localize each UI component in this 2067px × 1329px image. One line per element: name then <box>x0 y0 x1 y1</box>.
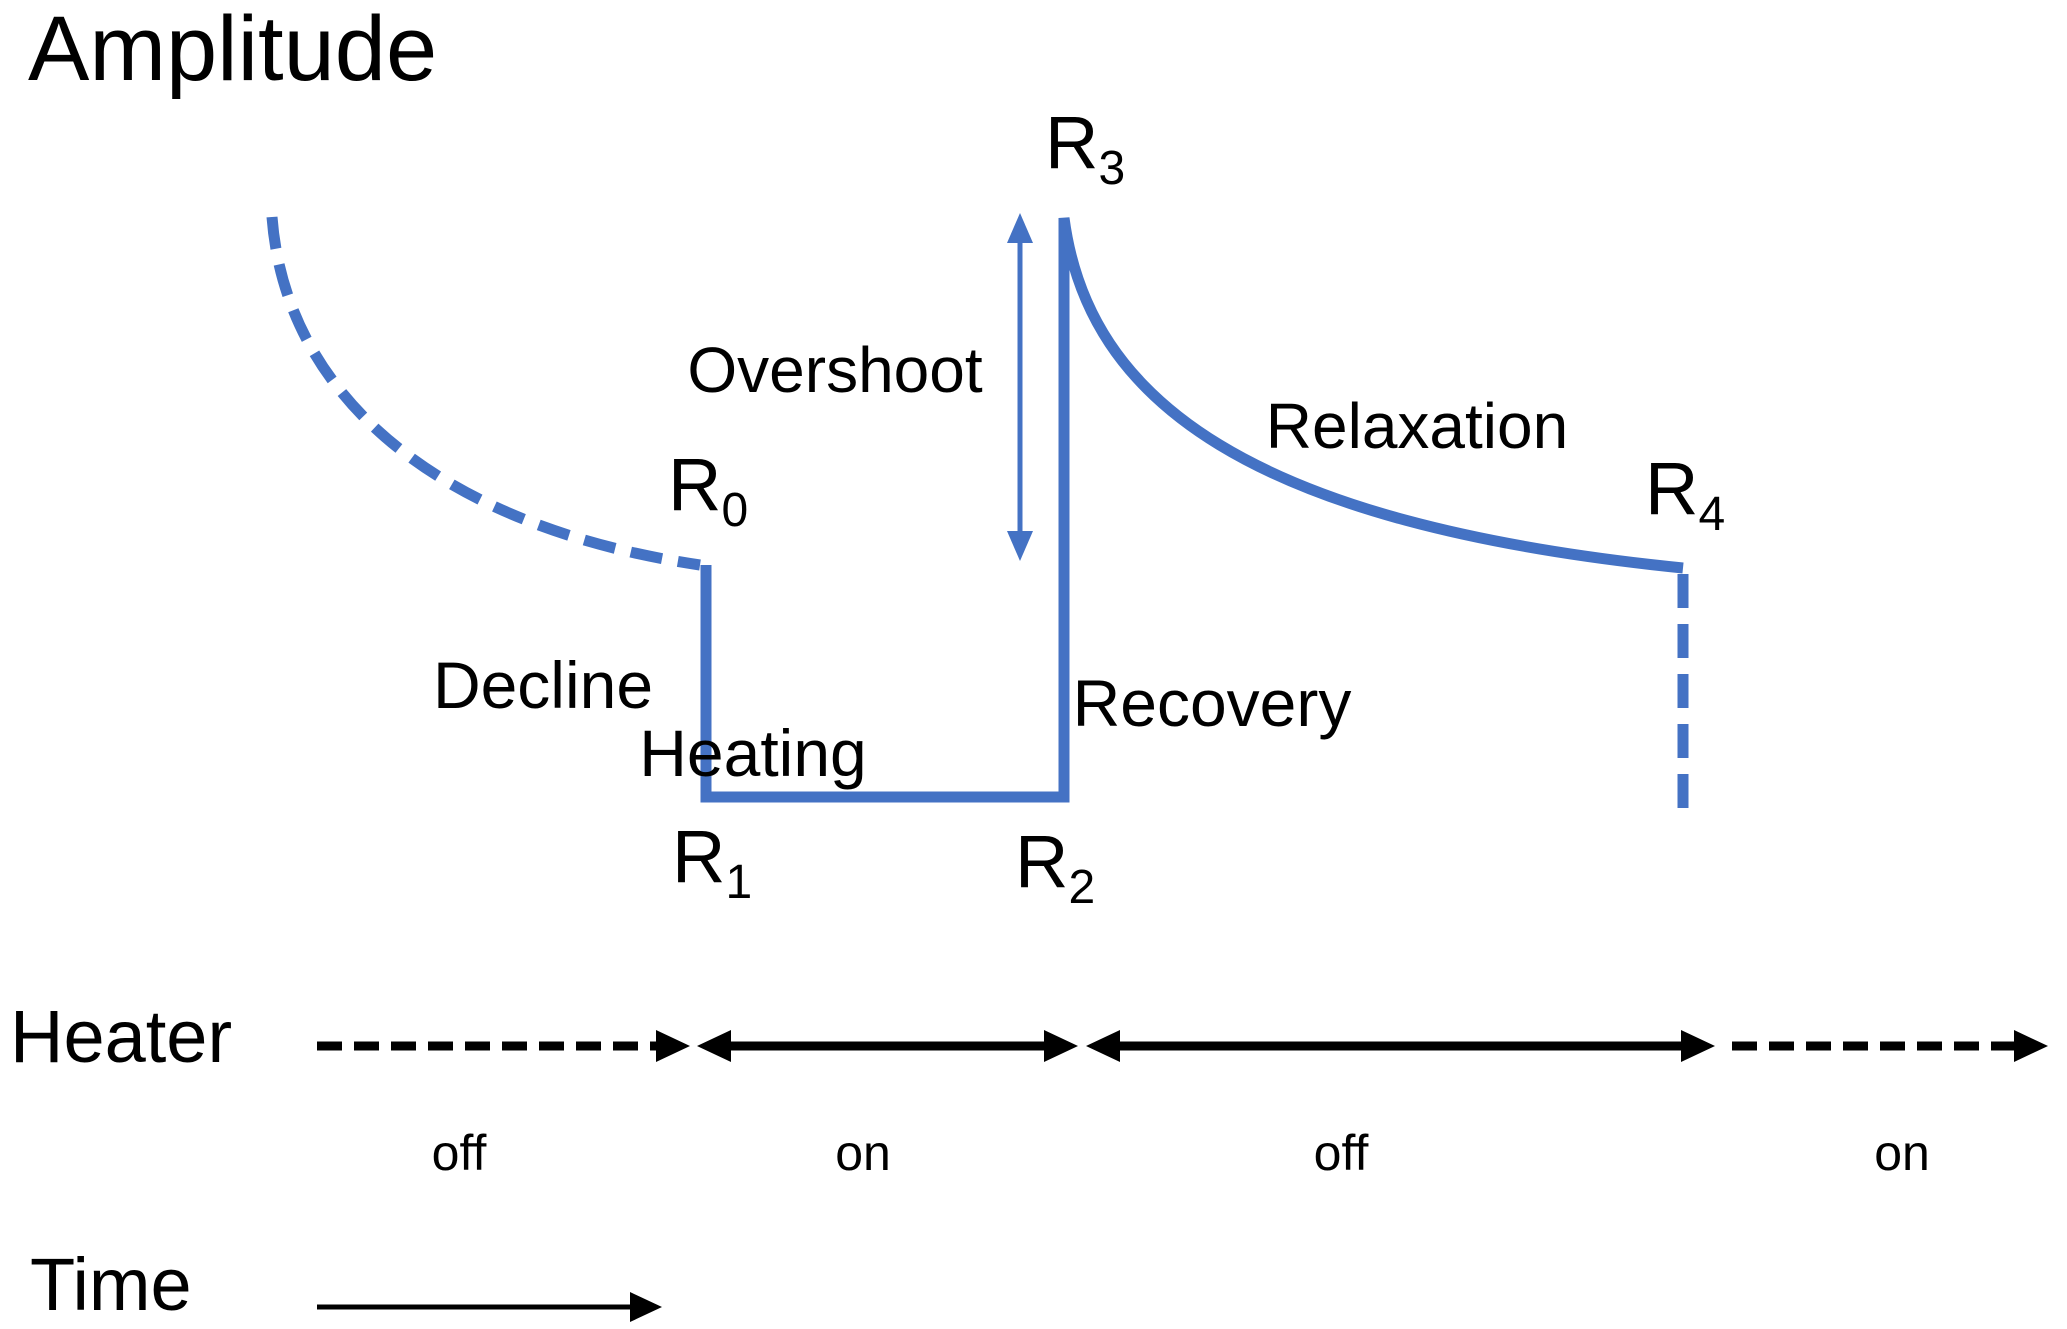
heater-state-label-on-1: on <box>835 1125 891 1181</box>
overshoot-stage-label: Overshoot <box>687 334 982 406</box>
heater-segment-off-2 <box>1086 1030 1715 1062</box>
heater-segment-off-1 <box>317 1030 690 1062</box>
heater-on-1-arrowhead-right <box>1044 1030 1078 1062</box>
heater-state-label-off-1: off <box>432 1125 487 1181</box>
time-arrow <box>317 1292 662 1322</box>
heater-axis-label: Heater <box>10 995 232 1078</box>
marker-r4-base: R <box>1645 447 1698 530</box>
heater-off-2-arrowhead-right <box>1681 1030 1715 1062</box>
heater-on-1-arrowhead-left <box>697 1030 731 1062</box>
time-arrowhead-right <box>630 1292 662 1322</box>
heating-stage-label: Heating <box>639 716 867 790</box>
marker-r2-sub: 2 <box>1068 861 1095 914</box>
decline-stage-label: Decline <box>433 648 653 722</box>
overshoot-arrowhead-down <box>1007 531 1033 561</box>
marker-r0-base: R <box>668 443 721 526</box>
overshoot-arrowhead-up <box>1007 213 1033 243</box>
heater-segment-on-1 <box>697 1030 1078 1062</box>
marker-r1: R1 <box>672 815 752 909</box>
marker-r1-base: R <box>672 815 725 898</box>
marker-r2-base: R <box>1015 820 1068 903</box>
marker-r4: R4 <box>1645 447 1725 541</box>
heater-segment-on-2 <box>1732 1030 2048 1062</box>
time-axis-label: Time <box>30 1243 192 1326</box>
recovery-stage-label: Recovery <box>1073 666 1352 740</box>
marker-r0: R0 <box>668 443 748 537</box>
decline-dashed-curve <box>266 216 701 571</box>
marker-r3: R3 <box>1045 101 1125 195</box>
overshoot-double-arrow <box>1007 213 1033 561</box>
heater-on-2-arrowhead-right <box>2014 1030 2048 1062</box>
amplitude-axis-label: Amplitude <box>28 0 437 100</box>
amplitude-curve <box>266 216 1689 818</box>
marker-r4-sub: 4 <box>1698 488 1725 541</box>
drop-heating-spike-relaxation-curve <box>700 217 1684 803</box>
marker-r3-sub: 3 <box>1098 142 1125 195</box>
heater-state-label-off-2: off <box>1314 1125 1369 1181</box>
marker-r2: R2 <box>1015 820 1095 914</box>
heater-off-1-arrowhead-right <box>656 1030 690 1062</box>
marker-r0-sub: 0 <box>721 484 748 537</box>
heater-state-label-on-2: on <box>1874 1125 1930 1181</box>
relaxation-stage-label: Relaxation <box>1266 390 1568 462</box>
heater-off-2-arrowhead-left <box>1086 1030 1120 1062</box>
marker-r3-base: R <box>1045 101 1098 184</box>
marker-r1-sub: 1 <box>725 856 752 909</box>
